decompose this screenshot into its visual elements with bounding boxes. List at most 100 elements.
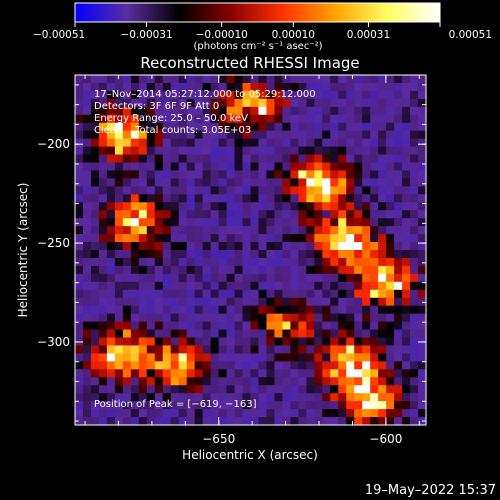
heatmap-cell xyxy=(418,154,426,164)
heatmap-cell xyxy=(170,377,180,386)
heatmap-cell xyxy=(258,82,268,92)
heatmap-cell xyxy=(362,170,371,179)
heatmap-cell xyxy=(354,393,363,402)
heatmap-cell xyxy=(394,385,403,394)
heatmap-cell xyxy=(242,130,252,140)
heatmap-cell xyxy=(90,265,100,275)
heatmap-cell xyxy=(346,297,355,307)
heatmap-cell xyxy=(130,361,140,370)
heatmap-cell xyxy=(106,297,116,307)
heatmap-cell xyxy=(218,321,228,331)
heatmap-cell xyxy=(274,90,284,100)
heatmap-cell xyxy=(306,297,315,307)
heatmap-cell xyxy=(234,281,244,291)
heatmap-cell xyxy=(218,138,228,148)
heatmap-cell xyxy=(338,257,347,267)
heatmap-cell xyxy=(162,75,172,84)
heatmap-cell xyxy=(194,234,204,243)
heatmap-cell xyxy=(314,186,323,195)
heatmap-cell xyxy=(234,329,244,339)
heatmap-cell xyxy=(354,297,363,307)
heatmap-cell xyxy=(234,90,244,100)
heatmap-cell xyxy=(186,114,196,124)
heatmap-cell xyxy=(162,401,172,410)
heatmap-cell xyxy=(266,305,276,315)
heatmap-cell xyxy=(234,122,244,132)
heatmap-cell xyxy=(122,257,132,267)
heatmap-cell xyxy=(178,226,188,235)
heatmap-cell xyxy=(314,242,323,251)
heatmap-cell xyxy=(138,98,148,108)
heatmap-cell xyxy=(114,154,124,164)
heatmap-cell xyxy=(378,337,387,347)
heatmap-cell xyxy=(90,218,100,227)
heatmap-cell xyxy=(322,130,331,140)
heatmap-cell xyxy=(75,90,84,100)
y-axis-tick-labels: −200−250−300 xyxy=(37,137,70,349)
heatmap-cell xyxy=(362,138,371,148)
heatmap-cell xyxy=(146,337,156,347)
heatmap-cell xyxy=(162,385,172,394)
heatmap-cell xyxy=(370,170,379,179)
heatmap-cell xyxy=(162,242,172,251)
heatmap-cell xyxy=(290,361,299,370)
heatmap-cell xyxy=(370,226,379,235)
heatmap-cell xyxy=(138,138,148,148)
heatmap-cell xyxy=(274,377,284,386)
heatmap-cell xyxy=(114,250,124,259)
heatmap-cell xyxy=(298,345,307,354)
heatmap-cell xyxy=(282,297,291,307)
heatmap-cell xyxy=(362,257,371,267)
heatmap-cell xyxy=(266,377,276,386)
heatmap-cell xyxy=(386,273,395,283)
heatmap-cell xyxy=(146,138,156,148)
heatmap-cell xyxy=(146,154,156,164)
heatmap-cell xyxy=(90,82,100,92)
heatmap-cell xyxy=(354,369,363,378)
y-axis-tick-label: −300 xyxy=(37,335,70,349)
heatmap-cell xyxy=(346,273,355,283)
heatmap-cell xyxy=(266,194,276,203)
heatmap-cell xyxy=(410,305,419,315)
heatmap-cell xyxy=(170,305,180,315)
heatmap-cell xyxy=(282,186,291,195)
heatmap-cell xyxy=(114,281,124,291)
heatmap-cell xyxy=(274,289,284,299)
heatmap-cell xyxy=(386,337,395,347)
heatmap-cell xyxy=(378,154,387,164)
heatmap-cell xyxy=(314,178,323,187)
heatmap-cell xyxy=(186,329,196,339)
heatmap-cell xyxy=(250,361,260,370)
heatmap-cell xyxy=(138,75,148,84)
heatmap-cell xyxy=(346,361,355,370)
heatmap-cell xyxy=(362,226,371,235)
heatmap-cell xyxy=(266,361,276,370)
heatmap-cell xyxy=(98,114,108,124)
heatmap-cell xyxy=(298,202,307,211)
heatmap-cell xyxy=(114,194,124,203)
heatmap-cell xyxy=(130,146,140,156)
heatmap-cell xyxy=(162,82,172,92)
heatmap-cell xyxy=(106,329,116,339)
heatmap-cell xyxy=(106,162,116,172)
heatmap-cell xyxy=(218,297,228,307)
heatmap-cell xyxy=(194,329,204,339)
heatmap-cell xyxy=(258,417,268,425)
heatmap-cell xyxy=(90,369,100,378)
heatmap-cell xyxy=(290,178,299,187)
heatmap-cell xyxy=(394,273,403,283)
heatmap-cell xyxy=(298,138,307,148)
heatmap-cell xyxy=(146,297,156,307)
heatmap-cell xyxy=(154,417,164,425)
heatmap-cell xyxy=(298,122,307,132)
heatmap-cell xyxy=(154,186,164,195)
heatmap-cell xyxy=(290,146,299,156)
heatmap-cell xyxy=(378,257,387,267)
heatmap-cell xyxy=(274,154,284,164)
heatmap-cell xyxy=(370,417,379,425)
heatmap-cell xyxy=(154,146,164,156)
heatmap-cell xyxy=(370,289,379,299)
heatmap-cell xyxy=(178,194,188,203)
heatmap-cell xyxy=(362,417,371,425)
heatmap-cell xyxy=(242,401,252,410)
